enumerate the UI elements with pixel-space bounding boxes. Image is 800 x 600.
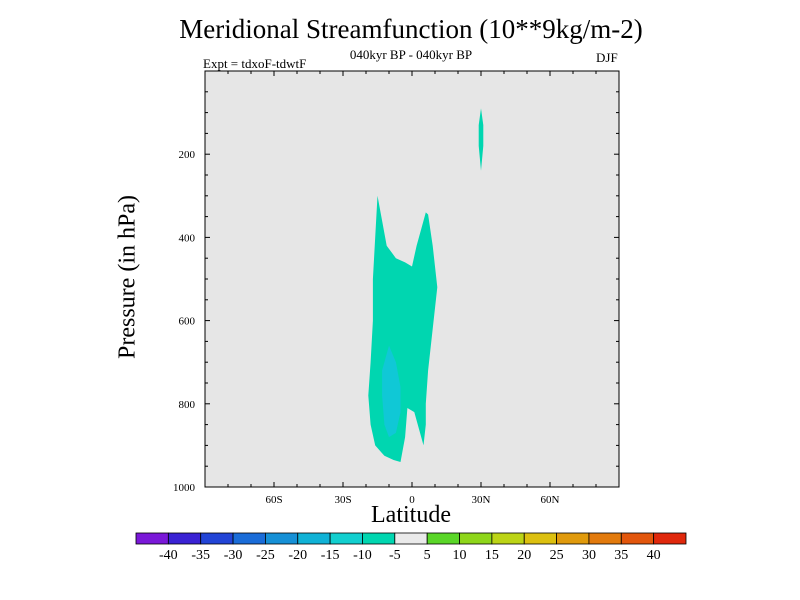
chart-title: Meridional Streamfunction (10**9kg/m-2) [179,14,643,44]
y-tick-label: 800 [179,399,196,411]
colorbar-swatch [329,532,363,545]
colorbar-swatch [232,532,266,545]
y-tick-label: 600 [179,316,196,328]
x-tick-label: 30S [334,494,351,506]
colorbar-swatch [653,532,687,545]
colorbar-swatch [556,532,590,545]
colorbar-swatch [620,532,655,545]
colorbar-swatch [265,532,299,545]
colorbar-label: -30 [224,548,243,563]
colorbar-label: 35 [614,548,628,563]
contour-band-15-to-10 [382,345,401,438]
x-tick-label: 0 [409,494,415,506]
y-tick-label: 200 [179,149,196,161]
colorbar-label: -40 [159,548,178,563]
colorbar-label: 10 [453,548,467,563]
colorbar-swatch [362,532,396,545]
colorbar-swatch [459,532,493,545]
contour-band-10-to-5-upper [478,108,484,171]
colorbar-swatch [200,532,234,545]
season-label: DJF [596,50,618,65]
colorbar-swatch [167,532,202,545]
colorbar-swatch [135,532,169,545]
colorbar-swatch [297,532,331,545]
colorbar-label: -5 [389,548,401,563]
colorbar-label: 5 [424,548,431,563]
x-tick-label: 60S [265,494,282,506]
colorbar-label: 20 [517,548,531,563]
colorbar-label: 15 [485,548,499,563]
colorbar-label: -15 [321,548,340,563]
colorbar-swatch [523,532,557,545]
colorbar-label: 40 [647,548,661,563]
y-tick-label: 1000 [173,482,196,494]
x-tick-label: 60N [541,494,560,506]
colorbar-label: -20 [288,548,307,563]
colorbar-label: -25 [256,548,275,563]
contour-regions [368,108,484,463]
colorbar-swatch [426,532,460,545]
colorbar: -40 -35 -30 -25 -20 -15 -10 -5 5 10 15 20 25 30 35 40 [135,532,687,563]
x-axis-label: Latitude [371,502,451,528]
chart-subtitle: 040kyr BP - 040kyr BP [349,47,473,62]
colorbar-swatch [588,532,622,545]
axis-ticks: 60S 30S 0 30N 60N 200 400 600 800 1000 [173,71,619,506]
y-tick-label: 400 [179,232,196,244]
colorbar-label: 25 [550,548,564,563]
colorbar-label: -35 [191,548,210,563]
colorbar-swatch [394,532,428,545]
colorbar-label: 30 [582,548,596,563]
colorbar-swatch [491,532,525,545]
colorbar-label: -10 [353,548,372,563]
x-tick-label: 30N [472,494,491,506]
experiment-label: Expt = tdxoF-tdwtF [203,56,307,71]
